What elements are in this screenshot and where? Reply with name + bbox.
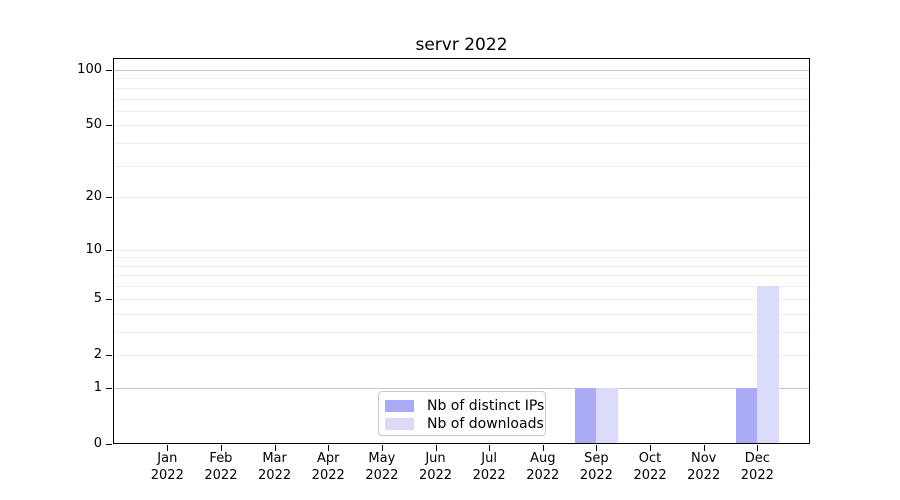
x-tick-label: May 2022 — [350, 450, 414, 484]
x-tick-month: Feb — [209, 451, 233, 466]
y-tick-mark — [106, 125, 112, 127]
x-tick-label: Nov 2022 — [672, 450, 736, 484]
x-tick-month: Nov — [691, 451, 717, 466]
x-tick-label: Oct 2022 — [618, 450, 682, 484]
gridline-minor — [114, 197, 809, 199]
x-tick-month: Jul — [481, 451, 497, 466]
gridline-minor — [114, 98, 809, 100]
gridline-minor — [114, 286, 809, 288]
x-tick-year: 2022 — [687, 468, 721, 483]
x-tick-year: 2022 — [418, 468, 453, 483]
y-tick-mark — [106, 70, 112, 71]
x-tick-month: Oct — [638, 451, 662, 466]
x-tick-month: Sep — [584, 451, 609, 466]
gridline-minor — [114, 354, 809, 356]
x-tick-label: Aug 2022 — [511, 450, 575, 484]
legend-swatch-downloads-icon — [385, 418, 414, 430]
y-tick-mark — [106, 197, 112, 199]
x-tick-month: Aug — [530, 451, 556, 466]
x-tick-mark — [489, 445, 491, 451]
x-tick-year: 2022 — [579, 468, 613, 483]
gridline-minor — [114, 87, 809, 89]
gridline-minor — [114, 298, 809, 300]
gridline-minor — [114, 331, 809, 333]
x-tick-year: 2022 — [150, 468, 184, 483]
x-tick-mark — [328, 445, 330, 451]
x-tick-mark — [650, 445, 652, 451]
gridline-minor — [114, 110, 809, 112]
y-tick-label: 10 — [85, 241, 102, 257]
y-tick-label: 100 — [77, 62, 102, 77]
gridline-minor — [114, 275, 809, 277]
x-tick-year: 2022 — [472, 468, 506, 483]
x-tick-label: Jun 2022 — [404, 450, 468, 484]
x-tick-month: May — [368, 451, 396, 466]
x-tick-label: Feb 2022 — [189, 450, 253, 484]
gridline-minor — [114, 265, 809, 267]
x-tick-year: 2022 — [204, 468, 238, 483]
gridline-minor — [114, 78, 809, 80]
x-tick-label: Apr 2022 — [296, 450, 360, 484]
bar-distinct-ips — [735, 387, 758, 444]
x-tick-mark — [220, 445, 222, 451]
x-tick-year: 2022 — [365, 468, 399, 483]
y-tick-mark — [106, 444, 112, 445]
x-tick-month: Dec — [744, 451, 770, 466]
x-tick-mark — [381, 445, 383, 451]
bar-downloads — [757, 286, 779, 444]
y-tick-label: 1 — [93, 379, 102, 395]
chart-title: servr 2022 — [415, 35, 508, 55]
x-tick-mark — [167, 445, 169, 451]
y-tick-label: 5 — [93, 290, 102, 306]
x-tick-month: Mar — [262, 451, 287, 466]
x-tick-label: Dec 2022 — [725, 450, 789, 484]
x-tick-label: Jul 2022 — [457, 450, 521, 484]
legend: Nb of distinct IPs Nb of downloads — [378, 391, 546, 436]
y-tick-mark — [106, 387, 112, 389]
y-tick-label: 50 — [85, 117, 102, 133]
legend-label-downloads: Nb of downloads — [427, 416, 544, 432]
gridline-minor — [114, 313, 809, 315]
x-tick-label: Mar 2022 — [243, 450, 307, 484]
gridline-minor — [114, 257, 809, 259]
bar-downloads — [596, 387, 618, 444]
plot-border — [113, 58, 810, 444]
x-tick-month: Apr — [316, 451, 340, 466]
x-tick-year: 2022 — [740, 468, 774, 483]
gridline-minor — [114, 165, 809, 167]
legend-item-distinct-ips: Nb of distinct IPs — [385, 398, 545, 414]
x-tick-mark — [435, 445, 437, 451]
x-tick-label: Jan 2022 — [135, 450, 199, 484]
y-tick-mark — [106, 354, 112, 356]
x-tick-year: 2022 — [633, 468, 667, 483]
x-tick-year: 2022 — [526, 468, 560, 483]
bar-distinct-ips — [574, 387, 597, 444]
y-tick-mark — [106, 298, 112, 300]
gridline-minor — [114, 143, 809, 145]
y-tick-mark — [106, 249, 112, 251]
x-tick-month: Jun — [425, 451, 446, 466]
x-tick-label: Sep 2022 — [564, 450, 628, 484]
x-tick-mark — [757, 445, 759, 451]
y-tick-label: 0 — [93, 436, 102, 451]
x-tick-mark — [596, 445, 598, 451]
x-tick-year: 2022 — [311, 468, 345, 483]
legend-item-downloads: Nb of downloads — [385, 416, 545, 432]
gridline-major — [114, 387, 809, 389]
x-tick-year: 2022 — [258, 468, 292, 483]
x-tick-mark — [703, 445, 705, 451]
legend-label-distinct-ips: Nb of distinct IPs — [427, 398, 545, 414]
x-tick-mark — [542, 445, 544, 451]
gridline-minor — [114, 249, 809, 251]
y-tick-label: 20 — [85, 189, 102, 205]
x-tick-mark — [274, 445, 276, 451]
gridline-minor — [114, 125, 809, 127]
y-tick-label: 2 — [93, 346, 102, 362]
legend-swatch-distinct-ips-icon — [385, 400, 414, 412]
gridline-major — [114, 70, 809, 71]
x-tick-month: Jan — [157, 451, 178, 466]
